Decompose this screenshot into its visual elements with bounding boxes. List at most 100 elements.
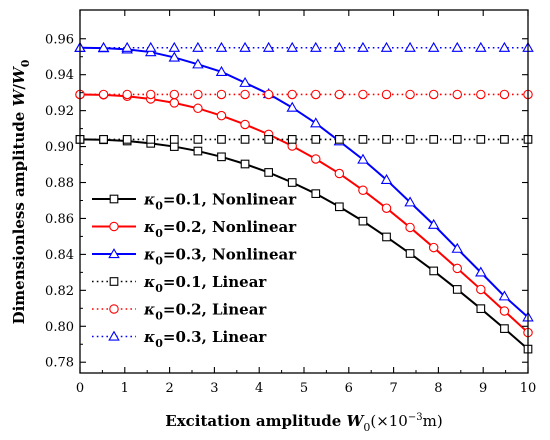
data-point xyxy=(169,98,180,108)
data-point xyxy=(311,189,321,199)
y-tick-label: 0.84 xyxy=(45,248,74,263)
y-tick-label: 0.96 xyxy=(45,32,74,47)
data-point xyxy=(404,196,416,207)
data-point xyxy=(451,242,464,253)
data-point xyxy=(358,216,368,226)
data-point xyxy=(169,135,179,144)
data-point xyxy=(405,249,415,258)
data-point xyxy=(476,304,486,314)
data-point xyxy=(240,89,250,100)
data-point xyxy=(145,89,156,100)
data-point xyxy=(311,135,321,144)
data-point xyxy=(193,89,203,100)
data-point xyxy=(264,135,274,144)
data-point xyxy=(169,89,180,100)
data-point xyxy=(380,173,393,184)
data-point xyxy=(193,135,203,144)
legend-marker xyxy=(109,304,119,314)
data-point xyxy=(287,178,297,187)
data-point xyxy=(452,263,463,274)
y-tick-label: 0.78 xyxy=(45,356,74,371)
data-point xyxy=(334,168,345,179)
legend-label: κ0=0.1, Linear xyxy=(143,273,267,295)
data-point xyxy=(215,65,228,76)
data-point xyxy=(192,58,204,69)
data-point xyxy=(264,168,274,177)
data-point xyxy=(475,266,487,277)
data-point xyxy=(239,41,251,52)
data-point xyxy=(286,41,298,52)
data-point xyxy=(239,76,251,87)
data-point xyxy=(500,324,509,333)
data-point xyxy=(287,89,297,100)
data-point xyxy=(122,135,132,144)
legend-marker xyxy=(108,330,120,341)
x-tick-label: 6 xyxy=(345,381,353,396)
legend-entry: κ0=0.3, Nonlinear xyxy=(92,246,297,268)
data-point xyxy=(476,284,486,295)
data-point xyxy=(357,41,369,52)
series-6 xyxy=(74,41,534,52)
x-tick-label: 9 xyxy=(479,381,487,396)
x-tick-label: 0 xyxy=(76,381,84,396)
data-point xyxy=(122,89,132,100)
y-tick-label: 0.94 xyxy=(45,68,74,83)
data-point xyxy=(217,135,226,144)
data-point xyxy=(427,218,440,229)
y-tick-label: 0.80 xyxy=(45,320,74,335)
data-point xyxy=(357,153,369,164)
series-5 xyxy=(75,89,533,100)
legend-label: κ0=0.2, Linear xyxy=(143,301,267,323)
data-point xyxy=(429,135,439,144)
data-point xyxy=(452,89,463,100)
y-tick-label: 0.88 xyxy=(45,176,74,191)
data-point xyxy=(146,135,156,144)
data-point xyxy=(451,41,464,52)
legend-entry: κ0=0.2, Nonlinear xyxy=(92,218,297,240)
x-tick-label: 4 xyxy=(255,381,263,396)
data-point xyxy=(193,146,203,156)
data-point xyxy=(97,41,110,52)
data-point xyxy=(168,51,181,62)
legend-label: κ0=0.2, Nonlinear xyxy=(143,218,297,240)
y-tick-label: 0.82 xyxy=(45,284,74,299)
data-point xyxy=(144,41,157,52)
legend-marker xyxy=(108,248,120,259)
y-tick-label: 0.86 xyxy=(45,212,74,227)
data-point xyxy=(381,203,392,213)
data-point xyxy=(358,185,368,195)
data-point xyxy=(499,306,510,316)
data-point xyxy=(310,41,322,52)
data-point xyxy=(168,41,181,52)
data-point xyxy=(216,110,227,121)
legend-label: κ0=0.3, Linear xyxy=(143,328,267,350)
legend-label: κ0=0.1, Nonlinear xyxy=(143,191,297,213)
data-point xyxy=(405,135,415,144)
data-point xyxy=(334,202,344,212)
data-point xyxy=(500,135,509,144)
series-layer xyxy=(74,41,534,354)
data-point xyxy=(240,135,250,144)
x-tick-label: 2 xyxy=(165,381,173,396)
data-point xyxy=(310,117,322,128)
legend-entry: κ0=0.1, Linear xyxy=(92,273,267,295)
data-point xyxy=(192,41,204,52)
data-point xyxy=(263,89,274,100)
data-point xyxy=(476,89,486,100)
data-point xyxy=(380,41,393,52)
data-point xyxy=(334,135,344,144)
data-point xyxy=(217,152,226,162)
data-point xyxy=(240,119,250,130)
legend: κ0=0.1, Nonlinear κ0=0.2, Nonlinear κ0=0.3… xyxy=(92,191,297,350)
axes-layer: 0 1 2 3 4 5 6 7 8 9 10 0.78 0.80 0.82 0.84 0.86 0.88 0.90… xyxy=(45,9,536,396)
data-point xyxy=(405,89,415,100)
y-tick-label: 0.90 xyxy=(45,140,74,155)
legend-entry: κ0=0.2, Linear xyxy=(92,301,267,323)
legend-label: κ0=0.3, Nonlinear xyxy=(143,246,297,268)
data-point xyxy=(476,135,486,144)
data-point xyxy=(333,41,346,52)
data-point xyxy=(429,266,439,276)
plot-area xyxy=(80,10,528,373)
legend-entry: κ0=0.3, Linear xyxy=(92,328,267,350)
